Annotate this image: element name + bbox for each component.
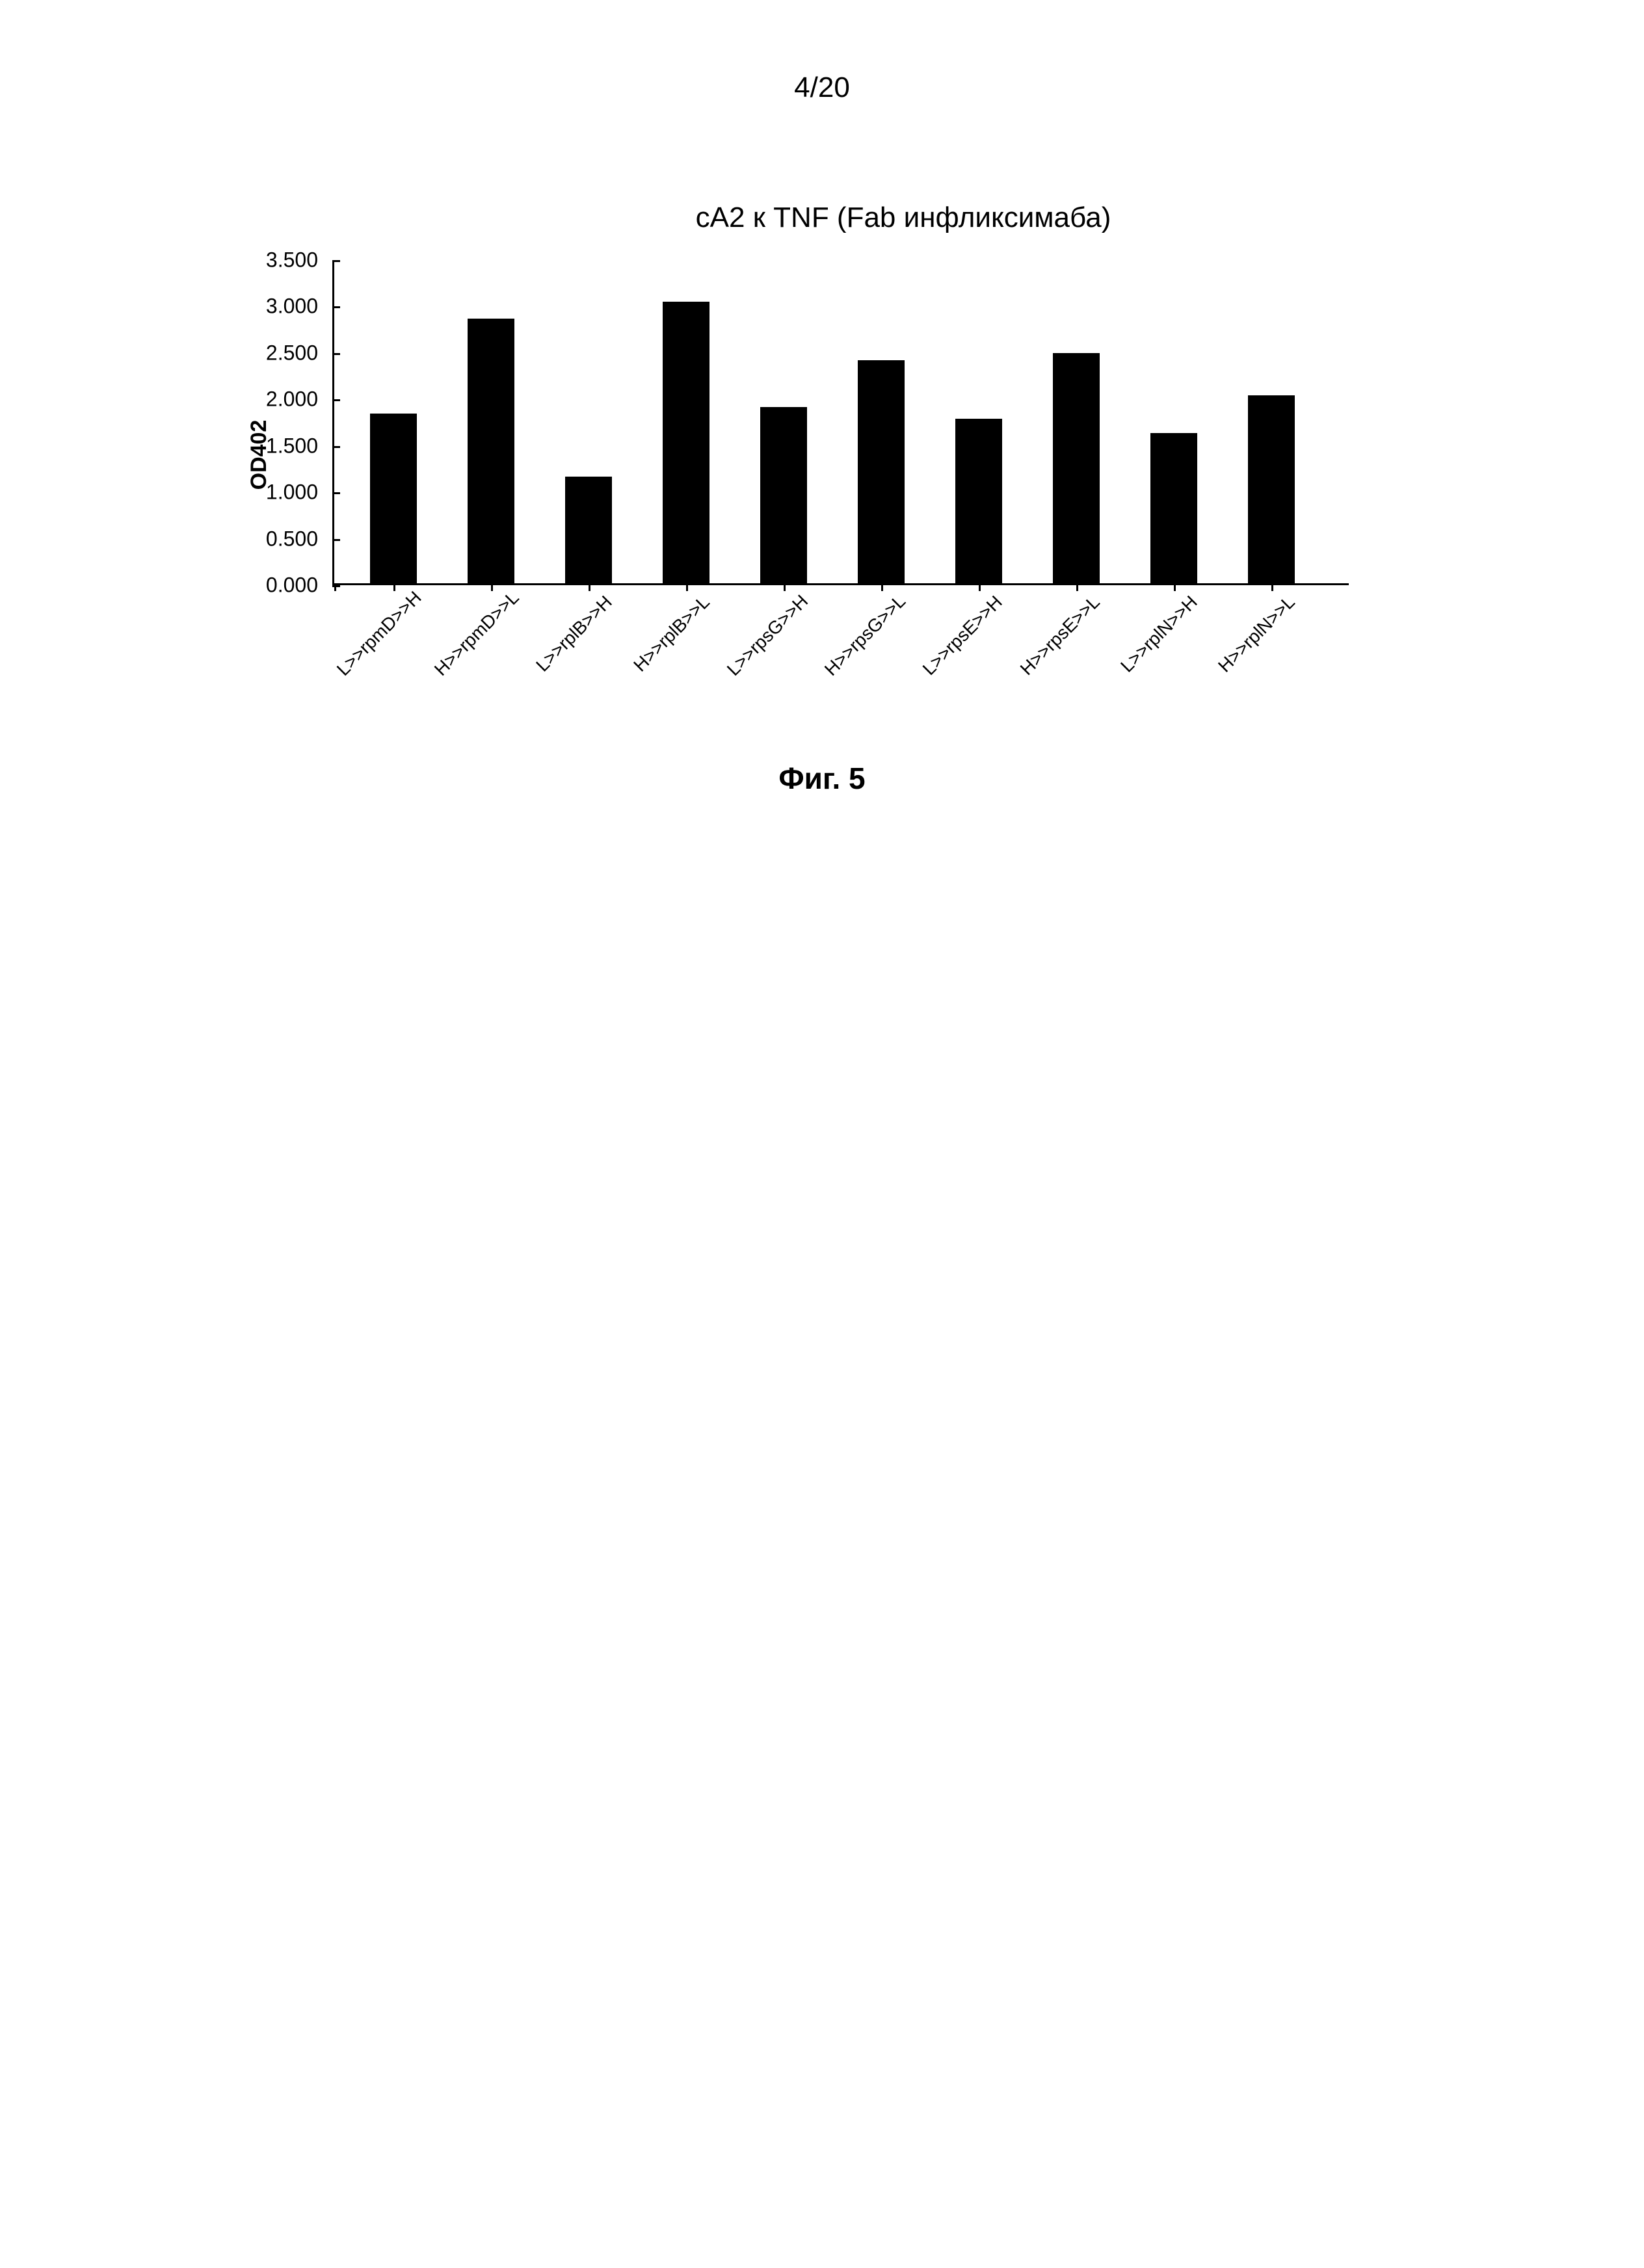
bar bbox=[858, 360, 905, 583]
x-tick bbox=[784, 583, 786, 591]
x-tick-label: H>>rpsG>>L bbox=[821, 592, 909, 680]
y-tick-label: 0.500 bbox=[266, 527, 318, 551]
x-tick-label: L>>rpsE>>H bbox=[918, 592, 1007, 680]
x-tick bbox=[393, 583, 395, 591]
y-tick bbox=[332, 585, 340, 587]
bar bbox=[565, 477, 612, 583]
x-tick-label: H>>rpsE>>L bbox=[1016, 592, 1104, 680]
bar bbox=[1248, 395, 1295, 583]
y-tick-label: 2.000 bbox=[266, 388, 318, 412]
x-tick-label: L>>rplN>>H bbox=[1113, 592, 1202, 680]
bar bbox=[1053, 353, 1100, 583]
x-tick bbox=[1174, 583, 1176, 591]
bar bbox=[1150, 433, 1197, 583]
y-tick-label: 3.000 bbox=[266, 295, 318, 319]
x-tick bbox=[589, 583, 590, 591]
x-tick bbox=[881, 583, 883, 591]
y-tick-label: 0.000 bbox=[266, 574, 318, 598]
y-tick-label: 2.500 bbox=[266, 341, 318, 365]
page-number: 4/20 bbox=[794, 72, 850, 104]
bar bbox=[370, 414, 417, 583]
y-tick-label: 1.000 bbox=[266, 481, 318, 505]
x-tick-label: L>>rpsG>>H bbox=[723, 592, 812, 680]
x-tick bbox=[686, 583, 688, 591]
bar bbox=[468, 319, 514, 583]
chart-container: cA2 к TNF (Fab инфликсимаба) OD402 0.000… bbox=[250, 202, 1394, 715]
x-tick-label: L>>rplB>>H bbox=[528, 592, 616, 680]
bar bbox=[663, 302, 709, 583]
x-tick bbox=[979, 583, 981, 591]
y-axis: 0.0000.5001.0001.5002.0002.5003.0003.500 bbox=[250, 260, 334, 585]
bar bbox=[955, 419, 1002, 583]
x-tick-label: H>>rpmD>>L bbox=[431, 592, 519, 680]
chart-title: cA2 к TNF (Fab инфликсимаба) bbox=[412, 202, 1394, 234]
x-tick bbox=[1271, 583, 1273, 591]
y-tick-label: 3.500 bbox=[266, 248, 318, 272]
x-tick bbox=[334, 583, 336, 591]
y-tick-label: 1.500 bbox=[266, 434, 318, 458]
plot-area: L>>rpmD>>HH>>rpmD>>LL>>rplB>>HH>>rplB>>L… bbox=[334, 260, 1349, 585]
x-tick bbox=[1076, 583, 1078, 591]
x-tick-label: H>>rplB>>L bbox=[626, 592, 714, 680]
x-tick-label: H>>rplN>>L bbox=[1211, 592, 1299, 680]
x-tick bbox=[491, 583, 493, 591]
chart-area: OD402 0.0000.5001.0001.5002.0002.5003.00… bbox=[250, 260, 1394, 715]
bar bbox=[760, 407, 807, 583]
figure-caption: Фиг. 5 bbox=[778, 761, 865, 796]
x-tick-label: L>>rpmD>>H bbox=[333, 592, 421, 680]
